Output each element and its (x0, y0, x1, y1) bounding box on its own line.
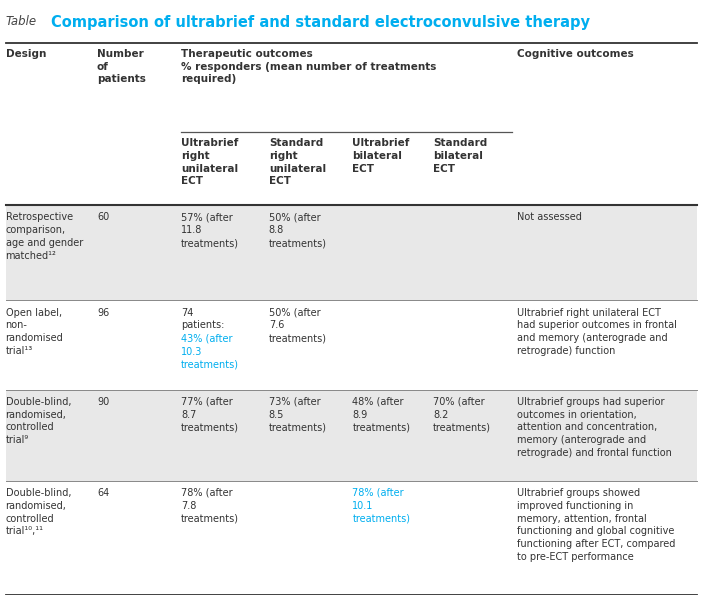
Text: Design: Design (6, 49, 46, 59)
Text: Ultrabrief groups showed
improved functioning in
memory, attention, frontal
func: Ultrabrief groups showed improved functi… (517, 488, 676, 562)
Text: Standard
bilateral
ECT: Standard bilateral ECT (433, 138, 487, 174)
Text: 57% (after
11.8
treatments): 57% (after 11.8 treatments) (181, 212, 239, 248)
Text: Ultrabrief
right
unilateral
ECT: Ultrabrief right unilateral ECT (181, 138, 239, 186)
Text: Ultrabrief
bilateral
ECT: Ultrabrief bilateral ECT (352, 138, 410, 174)
Text: Therapeutic outcomes
% responders (mean number of treatments
required): Therapeutic outcomes % responders (mean … (181, 49, 437, 84)
Bar (6, 481, 697, 595)
Text: Table: Table (6, 15, 37, 29)
Text: Comparison of ultrabrief and standard electroconvulsive therapy: Comparison of ultrabrief and standard el… (51, 15, 590, 30)
Text: Number
of
patients: Number of patients (97, 49, 146, 84)
Text: 96: 96 (97, 308, 109, 318)
Text: 78% (after
10.1
treatments): 78% (after 10.1 treatments) (352, 488, 411, 524)
Text: 64: 64 (97, 488, 109, 498)
Text: 90: 90 (97, 397, 109, 407)
Text: Standard
right
unilateral
ECT: Standard right unilateral ECT (269, 138, 326, 186)
Text: Double-blind,
randomised,
controlled
trial⁹: Double-blind, randomised, controlled tri… (6, 397, 71, 445)
Text: Open label,
non-
randomised
trial¹³: Open label, non- randomised trial¹³ (6, 308, 63, 356)
Text: 50% (after
8.8
treatments): 50% (after 8.8 treatments) (269, 212, 327, 248)
Text: Ultrabrief groups had superior
outcomes in orientation,
attention and concentrat: Ultrabrief groups had superior outcomes … (517, 397, 673, 458)
Text: 50% (after
7.6
treatments): 50% (after 7.6 treatments) (269, 308, 327, 343)
Bar (6, 390, 697, 481)
Bar (6, 300, 697, 390)
Text: Retrospective
comparison,
age and gender
matched¹²: Retrospective comparison, age and gender… (6, 212, 83, 261)
Text: 48% (after
8.9
treatments): 48% (after 8.9 treatments) (352, 397, 411, 433)
Text: 43% (after
10.3
treatments): 43% (after 10.3 treatments) (181, 334, 239, 369)
Bar (6, 205, 697, 300)
Text: 77% (after
8.7
treatments): 77% (after 8.7 treatments) (181, 397, 239, 433)
Text: 60: 60 (97, 212, 109, 223)
Text: Cognitive outcomes: Cognitive outcomes (517, 49, 634, 59)
Text: 78% (after
7.8
treatments): 78% (after 7.8 treatments) (181, 488, 239, 524)
Text: 73% (after
8.5
treatments): 73% (after 8.5 treatments) (269, 397, 327, 433)
Text: Not assessed: Not assessed (517, 212, 582, 223)
Text: 74
patients:: 74 patients: (181, 308, 225, 330)
Text: 70% (after
8.2
treatments): 70% (after 8.2 treatments) (433, 397, 491, 433)
Text: Double-blind,
randomised,
controlled
trial¹⁰,¹¹: Double-blind, randomised, controlled tri… (6, 488, 71, 536)
Text: Ultrabrief right unilateral ECT
had superior outcomes in frontal
and memory (ant: Ultrabrief right unilateral ECT had supe… (517, 308, 677, 356)
